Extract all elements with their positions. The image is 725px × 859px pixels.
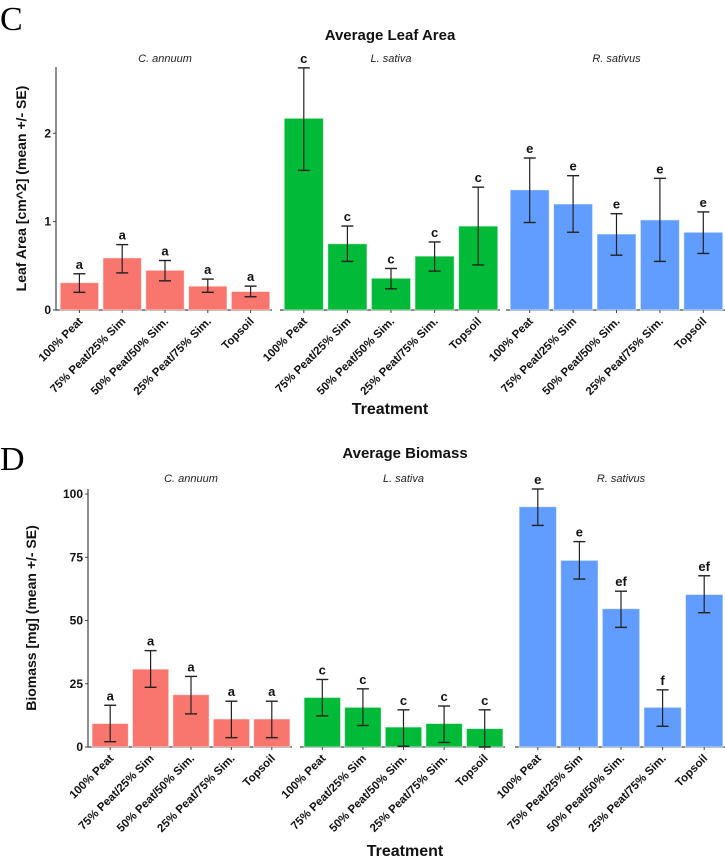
- x-tick-label: Topsoil: [241, 753, 278, 790]
- significance-letter: a: [228, 684, 236, 699]
- significance-letter: a: [107, 688, 115, 703]
- y-tick-label: 0: [44, 303, 51, 317]
- significance-letter: c: [359, 672, 366, 687]
- significance-letter: e: [534, 472, 541, 487]
- x-tick-label: 75% Peat/25% Sim: [289, 753, 369, 833]
- x-tick-label: Topsoil: [673, 316, 710, 353]
- facet-label: R. sativus: [597, 473, 646, 485]
- significance-letter: ef: [615, 574, 627, 589]
- chart-title: Average Leaf Area: [325, 27, 456, 44]
- x-tick-label: Topsoil: [220, 316, 257, 353]
- x-tick-label: 25% Peat/75% Sim.: [587, 753, 669, 835]
- significance-letter: e: [700, 195, 707, 210]
- facet-label: R. sativus: [592, 53, 641, 65]
- facet-label: C. annuum: [164, 473, 218, 485]
- x-tick-label: 25% Peat/75% Sim.: [584, 316, 666, 398]
- x-axis-label: Treatment: [352, 401, 429, 418]
- x-tick-label: 75% Peat/25% Sim: [506, 753, 586, 833]
- facet-label: L. sativa: [383, 473, 424, 485]
- x-tick-label: 50% Peat/50% Sim.: [540, 316, 622, 398]
- y-tick-label: 1: [44, 215, 51, 229]
- y-tick-label: 0: [76, 740, 83, 754]
- y-tick-label: 50: [70, 614, 84, 628]
- x-tick-label: 50% Peat/50% Sim.: [315, 316, 397, 398]
- significance-letter: a: [161, 244, 169, 259]
- x-tick-label: 75% Peat/25% Sim: [499, 316, 579, 396]
- significance-letter: c: [387, 251, 394, 266]
- x-tick-label: 25% Peat/75% Sim.: [359, 316, 441, 398]
- y-axis-label: Leaf Area [cm^2] (mean +/- SE): [13, 86, 29, 292]
- chart-title: Average Biomass: [342, 445, 467, 462]
- x-tick-label: 25% Peat/75% Sim.: [155, 753, 237, 835]
- x-tick-label: 50% Peat/50% Sim.: [115, 753, 197, 835]
- x-tick-label: 50% Peat/50% Sim.: [89, 316, 171, 398]
- significance-letter: c: [481, 693, 488, 708]
- significance-letter: a: [147, 634, 155, 649]
- significance-letter: a: [268, 684, 276, 699]
- x-tick-label: 25% Peat/75% Sim.: [368, 753, 450, 835]
- significance-letter: c: [475, 170, 482, 185]
- x-tick-label: 50% Peat/50% Sim.: [327, 753, 409, 835]
- x-tick-label: 75% Peat/25% Sim: [48, 316, 128, 396]
- bar: [518, 506, 558, 748]
- panel-c: C Average Leaf Area 0 1 2 Leaf Area [cm^2] (m…: [0, 1, 725, 418]
- y-tick-label: 100: [63, 487, 83, 501]
- x-tick-label: Topsoil: [448, 316, 485, 353]
- panel-letter: C: [0, 1, 23, 38]
- significance-letter: e: [656, 161, 663, 176]
- bar: [601, 608, 641, 748]
- y-axis-label: Biomass [mg] (mean +/- SE): [23, 525, 39, 711]
- x-tick-label: 75% Peat/25% Sim: [77, 753, 157, 833]
- x-tick-label: 25% Peat/75% Sim.: [132, 316, 214, 398]
- bar: [560, 559, 599, 748]
- significance-letter: c: [400, 693, 407, 708]
- panel-d: D Average Biomass 0 25 50 75 100 Biomass [mg] (…: [0, 441, 725, 859]
- bar: [458, 225, 499, 311]
- bar: [684, 593, 724, 748]
- significance-letter: ef: [698, 559, 710, 574]
- facet-label: L. sativa: [371, 53, 412, 65]
- significance-letter: a: [76, 257, 84, 272]
- significance-letter: a: [119, 228, 127, 243]
- significance-letter: a: [204, 262, 212, 277]
- significance-letter: c: [319, 662, 326, 677]
- panel-letter: D: [0, 441, 25, 478]
- x-tick-label: 75% Peat/25% Sim: [274, 316, 354, 396]
- significance-letter: c: [440, 689, 447, 704]
- significance-letter: e: [613, 197, 620, 212]
- facet-label: C. annuum: [138, 53, 192, 65]
- x-tick-label: Topsoil: [454, 753, 491, 790]
- x-axis-label: Treatment: [367, 843, 444, 859]
- y-tick-label: 2: [44, 126, 51, 140]
- significance-letter: c: [431, 225, 438, 240]
- significance-letter: e: [569, 159, 576, 174]
- significance-letter: f: [660, 673, 665, 688]
- significance-letter: c: [300, 51, 307, 66]
- y-tick-label: 25: [70, 677, 84, 691]
- significance-letter: c: [344, 209, 351, 224]
- significance-letter: e: [576, 525, 583, 540]
- significance-letter: e: [526, 141, 533, 156]
- significance-letter: a: [187, 659, 195, 674]
- y-tick-label: 75: [70, 550, 84, 564]
- x-tick-label: 50% Peat/50% Sim.: [545, 753, 627, 835]
- x-tick-label: Topsoil: [674, 753, 711, 790]
- significance-letter: a: [247, 269, 255, 284]
